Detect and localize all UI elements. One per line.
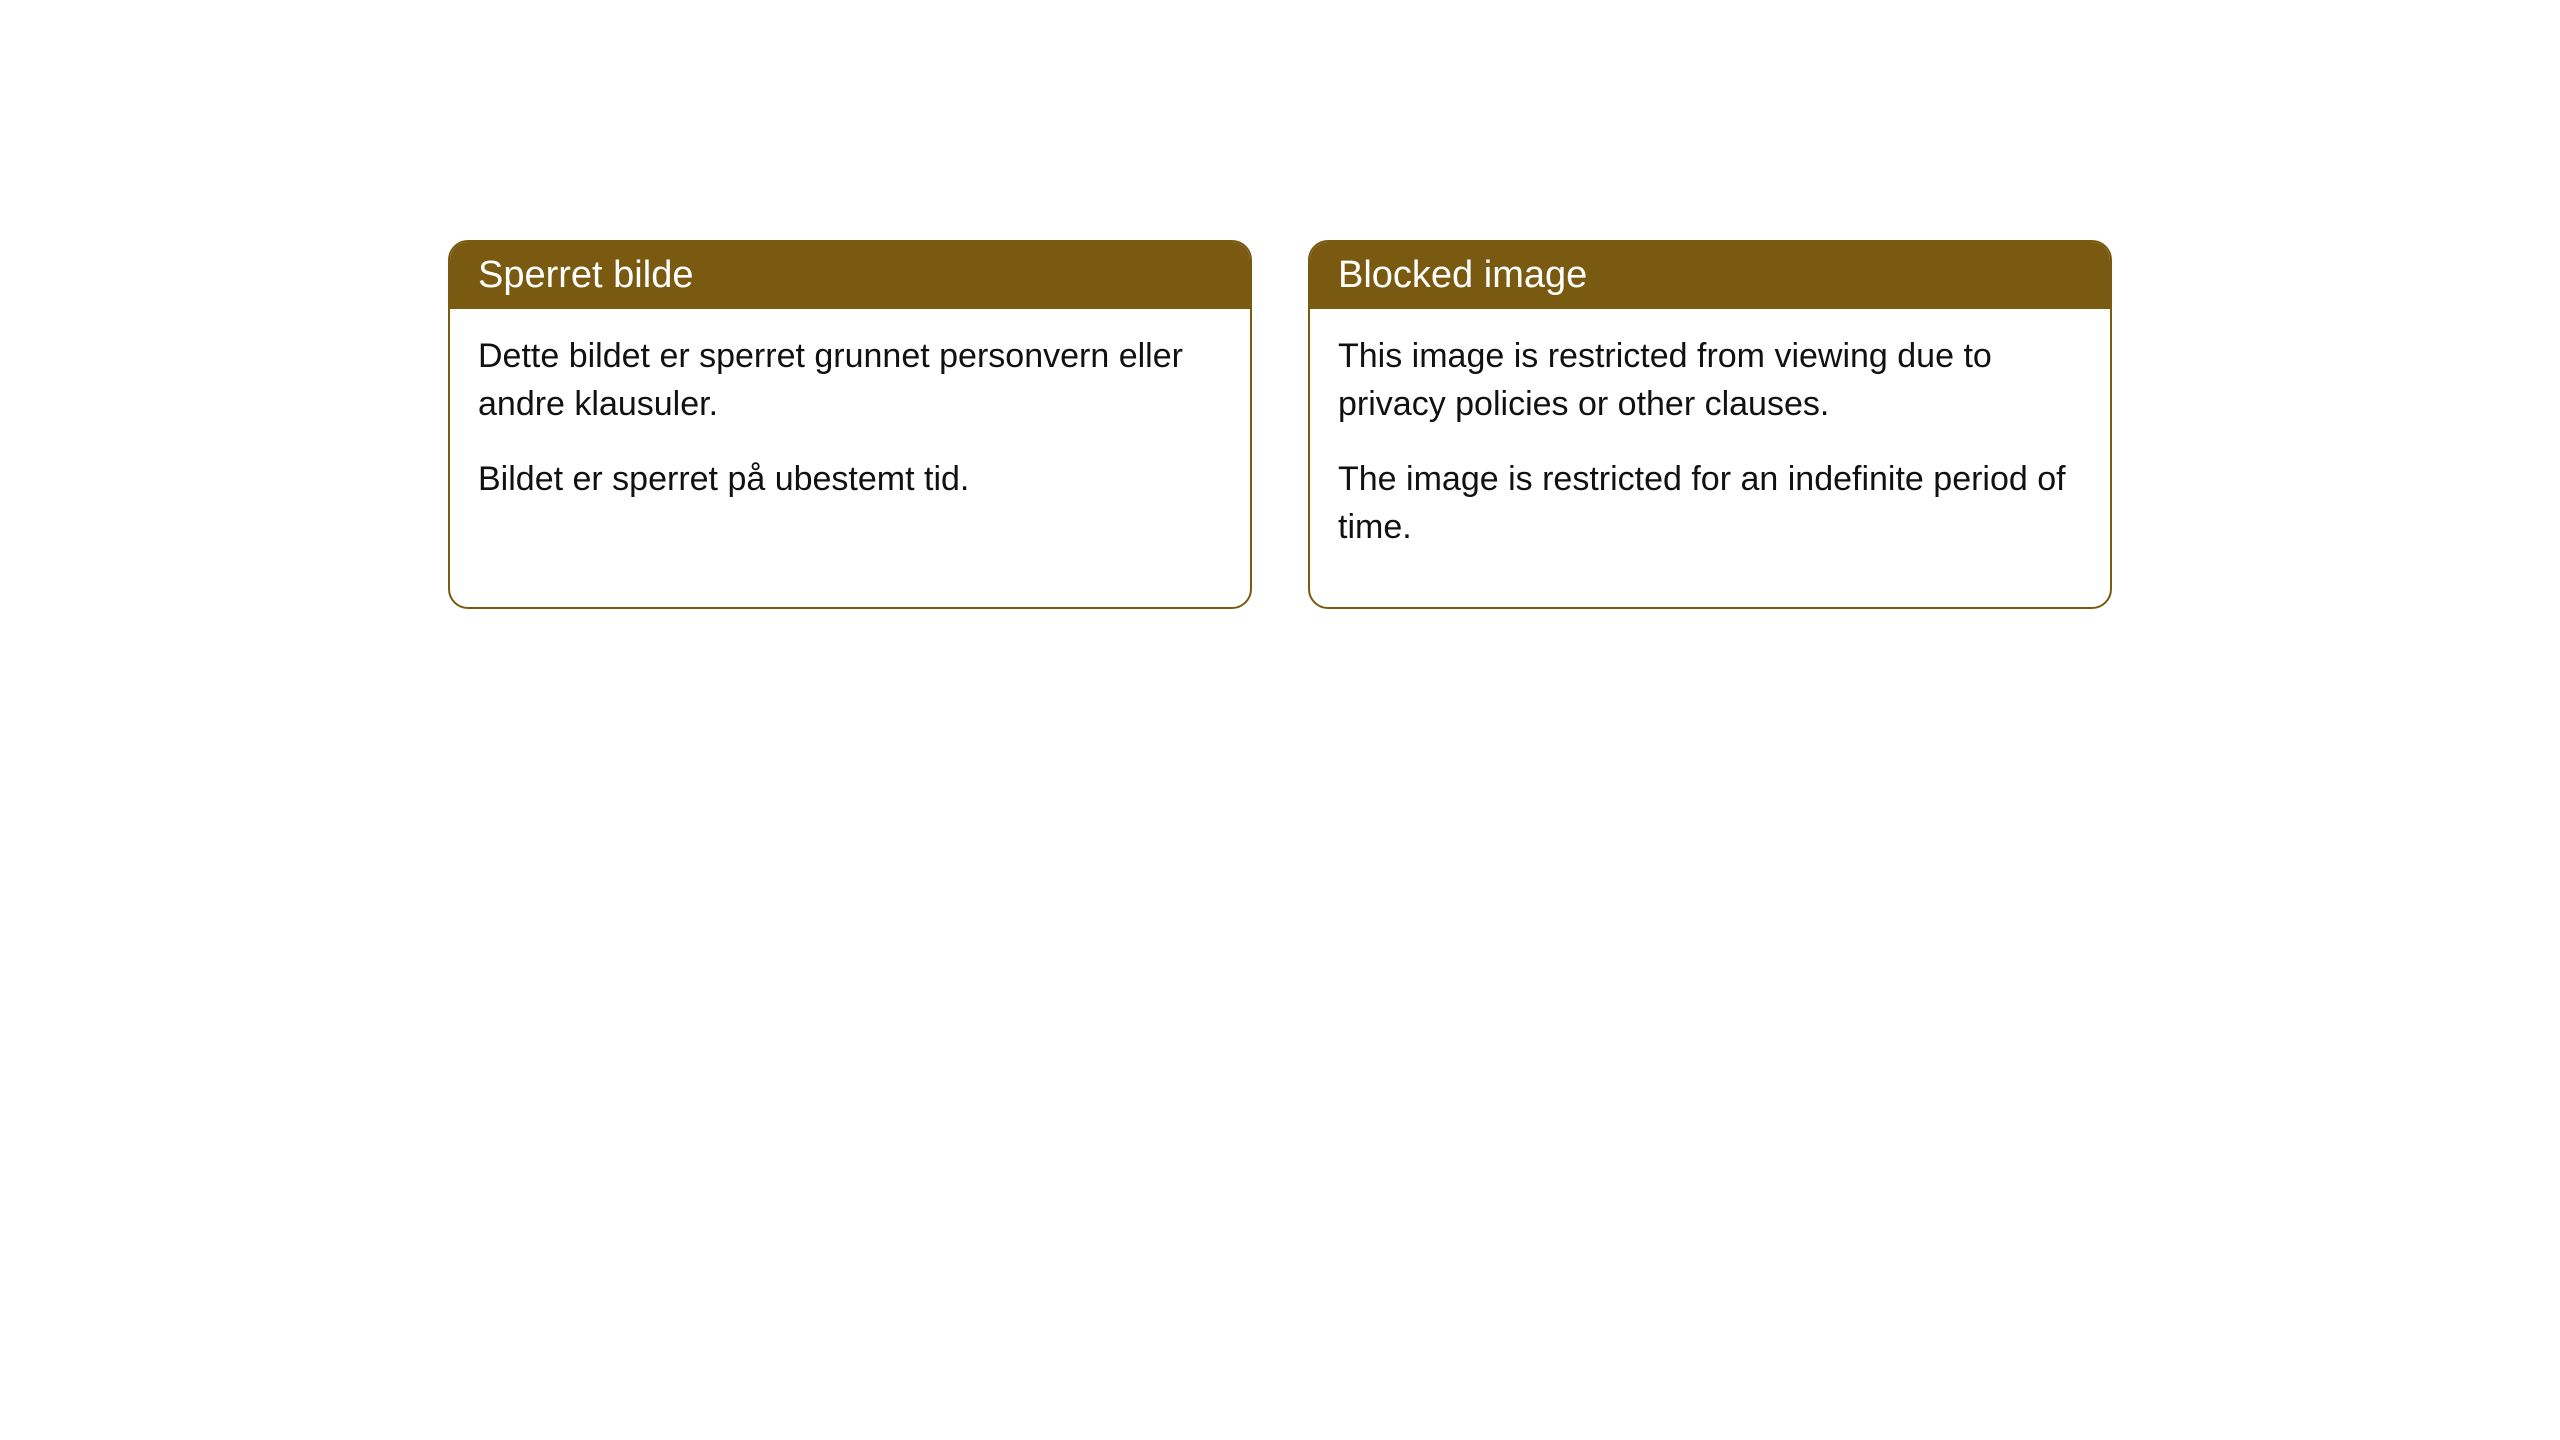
card-paragraph: The image is restricted for an indefinit… (1338, 456, 2082, 551)
card-paragraph: This image is restricted from viewing du… (1338, 333, 2082, 428)
card-header-norwegian: Sperret bilde (450, 242, 1250, 309)
card-body-norwegian: Dette bildet er sperret grunnet personve… (450, 309, 1250, 560)
notice-card-english: Blocked image This image is restricted f… (1308, 240, 2112, 609)
card-paragraph: Bildet er sperret på ubestemt tid. (478, 456, 1222, 504)
card-body-english: This image is restricted from viewing du… (1310, 309, 2110, 607)
card-title: Blocked image (1338, 254, 1587, 296)
notice-container: Sperret bilde Dette bildet er sperret gr… (0, 0, 2560, 609)
card-header-english: Blocked image (1310, 242, 2110, 309)
notice-card-norwegian: Sperret bilde Dette bildet er sperret gr… (448, 240, 1252, 609)
card-paragraph: Dette bildet er sperret grunnet personve… (478, 333, 1222, 428)
card-title: Sperret bilde (478, 254, 693, 296)
